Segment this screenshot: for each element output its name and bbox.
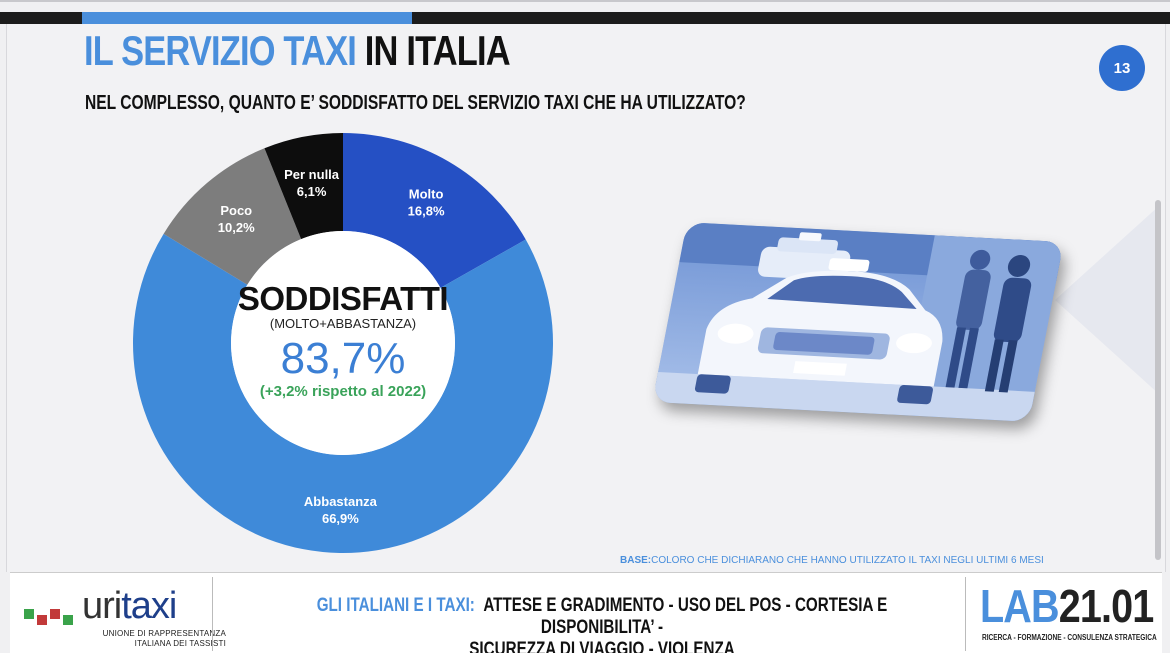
uritaxi-sub-line2: ITALIANA DEI TASSISTI: [134, 639, 226, 648]
uritaxi-subtitle: UNIONE DI RAPPRESENTANZA ITALIANA DEI TA…: [76, 629, 226, 649]
segment-value-molto: 16,8%: [408, 203, 445, 218]
lab-word-part1: LAB: [980, 580, 1060, 632]
taxi-photo: [652, 222, 1064, 422]
scrollbar[interactable]: [1155, 200, 1161, 560]
segment-label-abbastanza: Abbastanza: [304, 494, 378, 509]
footer-divider-left: [212, 577, 213, 651]
uritaxi-word-b: taxi: [121, 585, 177, 627]
header-bar-accent: [82, 12, 412, 24]
question-text: NEL COMPLESSO, QUANTO E’ SODDISFATTO DEL…: [85, 92, 746, 114]
uritaxi-sub-line1: UNIONE DI RAPPRESENTANZA: [102, 629, 226, 638]
base-note-text: COLORO CHE DICHIARANO CHE HANNO UTILIZZA…: [651, 555, 1044, 566]
donut-segment-molto: [343, 133, 526, 288]
donut-chart: Molto 16,8% Abbastanza 66,9% Poco 10,2% Per nu…: [133, 133, 553, 553]
segment-label-per-nulla: Per nulla: [284, 167, 340, 182]
uritaxi-logo: uritaxi UNIONE DI RAPPRESENTANZA ITALIAN…: [24, 583, 226, 649]
footer-lead: GLI ITALIANI E I TAXI:: [316, 595, 475, 616]
donut-center: SODDISFATTI (MOLTO+ABBASTANZA) 83,7% (+3…: [225, 280, 461, 400]
taxi-photo-icon: [652, 222, 1064, 422]
title-part-blue: IL SERVIZIO TAXI: [84, 27, 357, 74]
decorative-triangle: [1055, 205, 1160, 395]
uritaxi-word-a: uri: [82, 585, 122, 627]
top-border: [0, 0, 1170, 2]
footer-line1: GLI ITALIANI E I TAXI: ATTESE E GRADIMEN…: [298, 595, 906, 639]
donut-segment-per-nulla: [264, 133, 343, 240]
footer: uritaxi UNIONE DI RAPPRESENTANZA ITALIAN…: [10, 572, 1162, 653]
page-number-badge: 13: [1099, 45, 1145, 91]
base-note: BASE:COLORO CHE DICHIARANO CHE HANNO UTI…: [620, 555, 1044, 566]
uritaxi-dots-icon: [24, 609, 73, 625]
segment-value-abbastanza: 66,9%: [322, 511, 359, 526]
footer-line1-text: ATTESE E GRADIMENTO - USO DEL POS - CORT…: [483, 595, 888, 638]
segment-label-molto: Molto: [409, 186, 444, 201]
donut-hole: [231, 231, 455, 455]
title-part-dark: IN ITALIA: [364, 27, 511, 74]
donut-segment-poco: [163, 148, 302, 285]
lab-word-part2: 21.01: [1058, 580, 1155, 632]
segment-value-poco: 10,2%: [218, 220, 255, 235]
page-title: IL SERVIZIO TAXI IN ITALIA: [84, 26, 511, 76]
center-value: 83,7%: [280, 334, 406, 383]
center-delta: (+3,2% rispetto al 2022): [259, 383, 427, 400]
base-note-label: BASE:: [620, 555, 652, 566]
footer-line2: SICUREZZA DI VIAGGIO - VIOLENZA: [469, 639, 735, 653]
uritaxi-wordmark: uritaxi: [82, 585, 177, 628]
lab2101-wordmark: LAB21.01: [980, 580, 1155, 632]
center-subtitle: (MOLTO+ABBASTANZA): [269, 316, 417, 331]
lab2101-logo: LAB21.01 RICERCA - FORMAZIONE - CONSULEN…: [980, 580, 1157, 647]
donut-segment-abbastanza: [133, 233, 553, 553]
footer-caption: GLI ITALIANI E I TAXI: ATTESE E GRADIMEN…: [298, 595, 906, 653]
segment-value-per-nulla: 6,1%: [297, 184, 327, 199]
footer-divider-right: [965, 577, 966, 651]
lab2101-subtitle: RICERCA - FORMAZIONE - CONSULENZA STRATE…: [982, 633, 1157, 642]
center-title: SODDISFATTI: [237, 280, 449, 317]
segment-label-poco: Poco: [220, 203, 252, 218]
